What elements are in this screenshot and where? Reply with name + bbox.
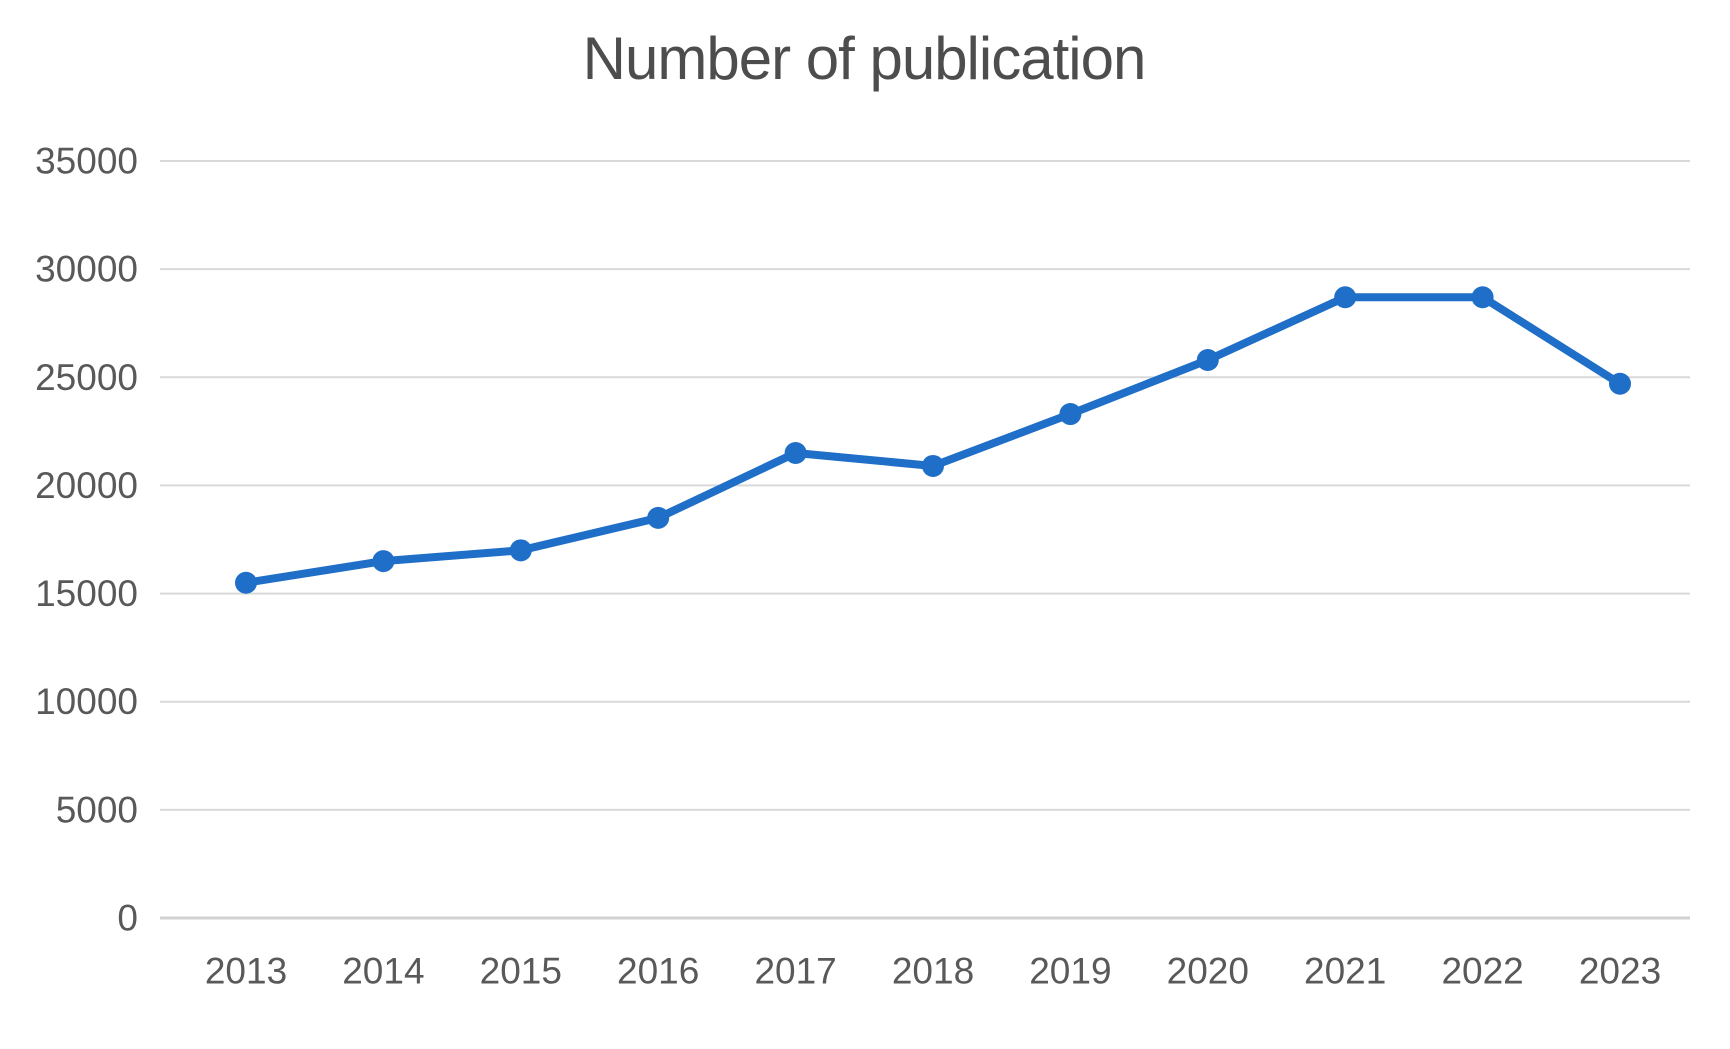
y-tick-label-20000: 20000 <box>35 465 138 506</box>
data-point-2021 <box>1334 286 1357 309</box>
data-point-2023 <box>1609 372 1631 395</box>
x-tick-label-2015: 2015 <box>480 951 562 992</box>
x-tick-label-2017: 2017 <box>754 951 836 992</box>
chart-title: Number of publication <box>582 25 1147 92</box>
y-tick-label-15000: 15000 <box>35 573 138 614</box>
x-tick-label-2020: 2020 <box>1167 951 1249 992</box>
y-tick-label-10000: 10000 <box>35 681 138 722</box>
y-tick-label-0: 0 <box>117 898 138 939</box>
x-tick-label-2023: 2023 <box>1579 951 1661 992</box>
series-line <box>242 293 1624 587</box>
data-point-2020 <box>1196 348 1219 371</box>
x-tick-label-2021: 2021 <box>1304 951 1386 992</box>
x-tick-label-2014: 2014 <box>342 951 424 992</box>
data-point-2016 <box>647 506 670 529</box>
y-tick-label-5000: 5000 <box>56 789 138 830</box>
data-point-2017 <box>784 441 807 464</box>
y-tick-label-35000: 35000 <box>35 141 138 182</box>
x-tick-label-2013: 2013 <box>205 951 287 992</box>
data-point-2015 <box>509 539 532 562</box>
x-tick-label-2019: 2019 <box>1029 951 1111 992</box>
y-tick-label-30000: 30000 <box>35 249 138 290</box>
x-tick-label-2022: 2022 <box>1441 951 1523 992</box>
data-point-2022 <box>1471 286 1494 309</box>
y-tick-label-25000: 25000 <box>35 357 138 398</box>
x-tick-label-2018: 2018 <box>892 951 974 992</box>
data-point-2014 <box>372 550 395 573</box>
data-point-2018 <box>922 454 944 477</box>
x-tick-label-2016: 2016 <box>617 951 699 992</box>
data-point-2019 <box>1059 403 1082 426</box>
data-point-2013 <box>235 571 257 594</box>
